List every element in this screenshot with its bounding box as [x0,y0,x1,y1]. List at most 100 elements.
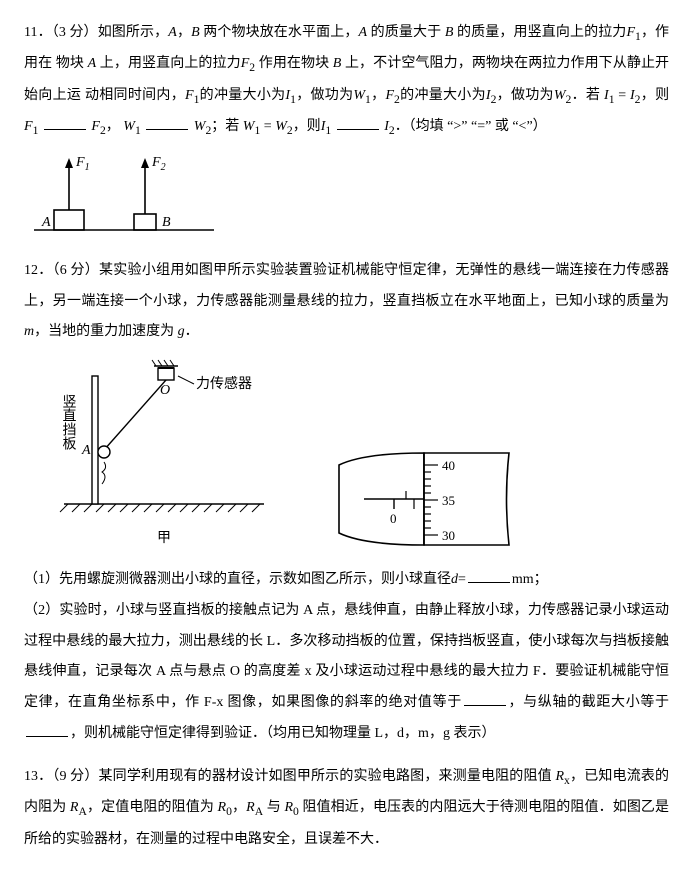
t [141,119,145,134]
sub-A2: A [255,805,263,818]
sym-W: W [554,88,566,103]
sym-A: A [168,25,177,40]
micrometer-zero: 0 [390,511,397,526]
q11-number: 11． [24,25,52,40]
t [38,119,42,134]
unit-mm: mm； [512,572,548,587]
q12-left-svg: O A 竖直挡板 力传感器 [54,354,274,524]
t: 两个物块放在水平面上， [200,25,359,40]
svg-text:F1: F1 [75,155,90,173]
q12-right-svg: 0 40 [334,445,514,555]
sym-R0: R [218,800,227,815]
tick-30: 30 [442,528,455,543]
q12-intro3: ． [185,324,199,339]
blank-slope [464,691,506,706]
t: ， [177,25,191,40]
q13-c: ，定值电阻的阻值为 [87,800,218,815]
sym-W: W [123,119,135,134]
t: ，则 [293,119,321,134]
q12-intro2: ，当地的重力加速度为 [34,324,178,339]
q13-e: 与 [263,800,284,815]
q12-figures: O A 竖直挡板 力传感器 甲 0 [54,354,669,555]
sym-F: F [185,88,194,103]
fig-label-F1-sub: 1 [85,162,90,173]
t: 的冲量大小为 [400,88,486,103]
t: 如图所示， [98,25,169,40]
problem-13-text: 13．（9 分）某同学利用现有的器材设计如图甲所示的实验电路图，来测量电阻的阻值… [24,762,669,856]
sym-W: W [243,119,255,134]
problem-11-text: 11．（3 分）如图所示，A，B 两个物块放在水平面上，A 的质量大于 B 的质… [24,18,669,144]
q12-figure-left: O A 竖直挡板 力传感器 甲 [54,354,274,555]
sym-F: F [241,56,250,71]
q13-d: ， [232,800,246,815]
svg-text:F2: F2 [151,155,166,173]
problem-12-part2: （2）实验时，小球与竖直挡板的接触点记为 A 点，悬线伸直，由静止释放小球，力传… [24,596,669,750]
q12-figure-right: 0 40 [334,445,514,555]
sym-R02: R [284,800,293,815]
sym-RA2: R [246,800,255,815]
problem-12-intro: 12．（6 分）某实验小组用如图甲所示实验装置验证机械能守恒定律，无弹性的悬线一… [24,256,669,348]
t: ， [106,119,120,134]
sym-Rx: R [555,769,564,784]
sym-A: A [88,56,97,71]
t: 上，用竖直向上的拉力 [96,56,241,71]
sym-F: F [91,119,100,134]
t: ；若 [211,119,243,134]
problem-11: 11．（3 分）如图所示，A，B 两个物块放在水平面上，A 的质量大于 B 的质… [24,18,669,242]
part2-label: （2） [24,603,59,618]
part2-text2: ，与纵轴的截距大小等于 [508,695,669,710]
problem-12: 12．（6 分）某实验小组用如图甲所示实验装置验证机械能守恒定律，无弹性的悬线一… [24,256,669,750]
q13-points: （9 分） [52,769,98,784]
tick-40: 40 [442,458,455,473]
sym-B: B [191,25,200,40]
t [331,119,335,134]
problem-12-part1: （1）先用螺旋测微器测出小球的直径，示数如图乙所示，则小球直径d=mm； [24,565,669,596]
q12-points: （6 分） [53,263,100,278]
sensor-label: 力传感器 [196,375,252,392]
q12-intro: 某实验小组用如图甲所示实验装置验证机械能守恒定律，无弹性的悬线一端连接在力传感器… [24,263,669,309]
fig-label-B: B [162,215,171,230]
t: = [260,119,275,134]
problem-13: 13．（9 分）某同学利用现有的器材设计如图甲所示的实验电路图，来测量电阻的阻值… [24,762,669,856]
q11-figure: A B F1 F2 [24,152,669,242]
q13-a: 某同学利用现有的器材设计如图甲所示的实验电路图，来测量电阻的阻值 [99,769,556,784]
part1-text: 先用螺旋测微器测出小球的直径，示数如图乙所示，则小球直径 [59,572,451,587]
sym-F: F [24,119,33,134]
q11-diagram-svg: A B F1 F2 [24,152,224,242]
fig-label-F2-sub: 2 [161,162,166,173]
t: ．（均填 “>” “=” 或 “<”） [395,119,547,134]
t: 动相同时间内， [85,88,185,103]
sym-F: F [626,25,635,40]
blank-2 [146,115,188,130]
sym-m: m [24,324,34,339]
sub-1: 1 [135,124,141,137]
sym-F: F [385,88,394,103]
blank-intercept [26,722,68,737]
sym-RA: R [70,800,79,815]
sym-W: W [194,119,206,134]
part1-label: （1） [24,572,59,587]
blank-d [468,568,510,583]
t: ， [371,88,386,103]
t: ．若 [571,88,604,103]
t: ，则 [641,88,670,103]
fig-label-A: A [41,215,51,230]
t: 物块 [56,56,88,71]
sym-d: d [451,572,458,587]
fig-label-F2: F [151,155,161,170]
t: ，做功为 [296,88,353,103]
blank-3 [337,115,379,130]
t: 作用在物块 [255,56,333,71]
t: 的质量大于 [367,25,445,40]
fig-label-F1: F [75,155,85,170]
q11-points: （3 分） [52,25,98,40]
part2-text3: ，则机械能守恒定律得到验证．（均用已知物理量 L，d，m，g 表示） [70,726,495,741]
sym-W: W [353,88,365,103]
tick-35: 35 [442,493,455,508]
sym-A: A [359,25,368,40]
t: = [615,88,630,103]
blank-1 [44,115,86,130]
fig-caption-jia: 甲 [54,524,274,555]
fig-label-O: O [160,383,170,398]
sym-g: g [178,324,185,339]
